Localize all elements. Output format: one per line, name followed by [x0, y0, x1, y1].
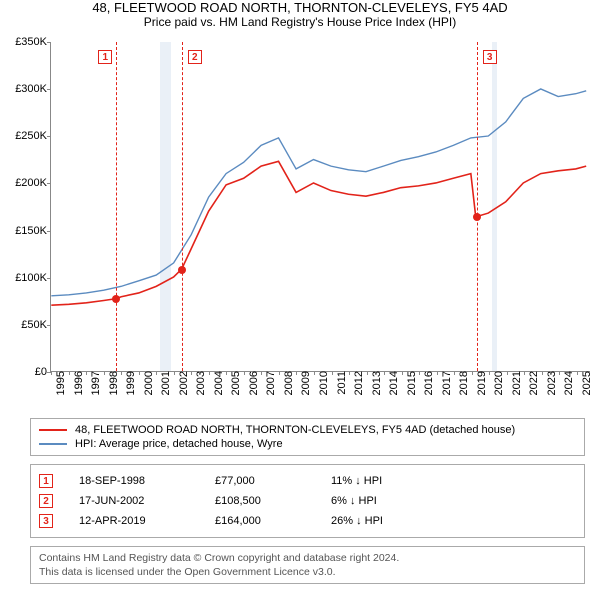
y-axis-tick-label: £0 — [3, 366, 51, 378]
y-axis-tick-label: £250K — [3, 130, 51, 142]
sale-marker-dot — [473, 213, 481, 221]
sale-marker-dot — [178, 266, 186, 274]
event-date: 18-SEP-1998 — [79, 475, 189, 487]
sale-marker-number: 1 — [98, 50, 112, 64]
legend-label: HPI: Average price, detached house, Wyre — [75, 438, 283, 450]
sale-events-table: 1 18-SEP-1998 £77,000 11% ↓ HPI 2 17-JUN-2002… — [30, 464, 585, 538]
x-axis-tick-label: 2023 — [542, 371, 558, 395]
event-date: 12-APR-2019 — [79, 515, 189, 527]
x-axis-tick-label: 2021 — [507, 371, 523, 395]
event-price: £164,000 — [215, 515, 305, 527]
x-axis-tick-label: 1995 — [51, 371, 67, 395]
x-axis-tick-label: 2020 — [489, 371, 505, 395]
chart-legend: 48, FLEETWOOD ROAD NORTH, THORNTON-CLEVE… — [30, 418, 585, 456]
x-axis-tick-label: 1998 — [104, 371, 120, 395]
event-price: £77,000 — [215, 475, 305, 487]
y-axis-tick-mark — [47, 183, 51, 184]
x-axis-tick-label: 1999 — [121, 371, 137, 395]
sale-event-row: 2 17-JUN-2002 £108,500 6% ↓ HPI — [39, 491, 576, 511]
x-axis-tick-label: 2017 — [437, 371, 453, 395]
y-axis-tick-mark — [47, 42, 51, 43]
x-axis-tick-label: 2011 — [332, 371, 348, 395]
y-axis-tick-mark — [47, 325, 51, 326]
footer-line: Contains HM Land Registry data © Crown c… — [39, 551, 576, 565]
chart-subtitle: Price paid vs. HM Land Registry's House … — [0, 15, 600, 29]
chart-title: 48, FLEETWOOD ROAD NORTH, THORNTON-CLEVE… — [0, 0, 600, 15]
x-axis-tick-label: 2015 — [402, 371, 418, 395]
x-axis-tick-label: 2001 — [156, 371, 172, 395]
sale-marker-line — [182, 42, 183, 371]
x-axis-tick-label: 2022 — [524, 371, 540, 395]
y-axis-tick-label: £200K — [3, 177, 51, 189]
event-price: £108,500 — [215, 495, 305, 507]
x-axis-tick-label: 2012 — [349, 371, 365, 395]
y-axis-tick-mark — [47, 278, 51, 279]
y-axis-tick-label: £50K — [3, 319, 51, 331]
x-axis-tick-label: 2016 — [419, 371, 435, 395]
price-vs-hpi-container: { "title": "48, FLEETWOOD ROAD NORTH, TH… — [0, 0, 600, 590]
x-axis-tick-label: 2006 — [244, 371, 260, 395]
event-marker-number: 2 — [39, 494, 53, 508]
legend-label: 48, FLEETWOOD ROAD NORTH, THORNTON-CLEVE… — [75, 424, 515, 436]
legend-swatch — [39, 429, 67, 431]
x-axis-tick-label: 2004 — [209, 371, 225, 395]
x-axis-tick-label: 2005 — [226, 371, 242, 395]
event-hpi-delta: 26% ↓ HPI — [331, 515, 451, 527]
event-date: 17-JUN-2002 — [79, 495, 189, 507]
sale-event-row: 3 12-APR-2019 £164,000 26% ↓ HPI — [39, 511, 576, 531]
event-hpi-delta: 6% ↓ HPI — [331, 495, 451, 507]
x-axis-tick-label: 2007 — [261, 371, 277, 395]
y-axis-tick-label: £100K — [3, 272, 51, 284]
event-marker-number: 1 — [39, 474, 53, 488]
footer-line: This data is licensed under the Open Gov… — [39, 565, 576, 579]
chart-lines-svg — [51, 42, 590, 371]
chart-plot-area: £0£50K£100K£150K£200K£250K£300K£350K1995… — [50, 42, 590, 372]
x-axis-tick-label: 2003 — [191, 371, 207, 395]
x-axis-tick-label: 2025 — [577, 371, 593, 395]
legend-item: HPI: Average price, detached house, Wyre — [39, 437, 576, 451]
x-axis-tick-label: 2024 — [559, 371, 575, 395]
event-hpi-delta: 11% ↓ HPI — [331, 475, 451, 487]
y-axis-tick-mark — [47, 136, 51, 137]
sale-marker-number: 3 — [483, 50, 497, 64]
x-axis-tick-label: 2019 — [472, 371, 488, 395]
sale-event-row: 1 18-SEP-1998 £77,000 11% ↓ HPI — [39, 471, 576, 491]
y-axis-tick-label: £150K — [3, 225, 51, 237]
x-axis-tick-label: 2009 — [296, 371, 312, 395]
sale-marker-line — [477, 42, 478, 371]
x-axis-tick-label: 2018 — [454, 371, 470, 395]
y-axis-tick-label: £350K — [3, 36, 51, 48]
legend-item: 48, FLEETWOOD ROAD NORTH, THORNTON-CLEVE… — [39, 423, 576, 437]
x-axis-tick-label: 2014 — [384, 371, 400, 395]
y-axis-tick-label: £300K — [3, 83, 51, 95]
sale-marker-dot — [112, 295, 120, 303]
y-axis-tick-mark — [47, 89, 51, 90]
y-axis-tick-mark — [47, 231, 51, 232]
x-axis-tick-label: 1997 — [86, 371, 102, 395]
series-line-hpi — [51, 89, 586, 296]
event-marker-number: 3 — [39, 514, 53, 528]
x-axis-tick-label: 1996 — [69, 371, 85, 395]
x-axis-tick-label: 2000 — [139, 371, 155, 395]
attribution-footer: Contains HM Land Registry data © Crown c… — [30, 546, 585, 584]
x-axis-tick-label: 2010 — [314, 371, 330, 395]
x-axis-tick-label: 2002 — [174, 371, 190, 395]
legend-swatch — [39, 443, 67, 445]
sale-marker-number: 2 — [188, 50, 202, 64]
x-axis-tick-label: 2013 — [367, 371, 383, 395]
x-axis-tick-label: 2008 — [279, 371, 295, 395]
sale-marker-line — [116, 42, 117, 371]
